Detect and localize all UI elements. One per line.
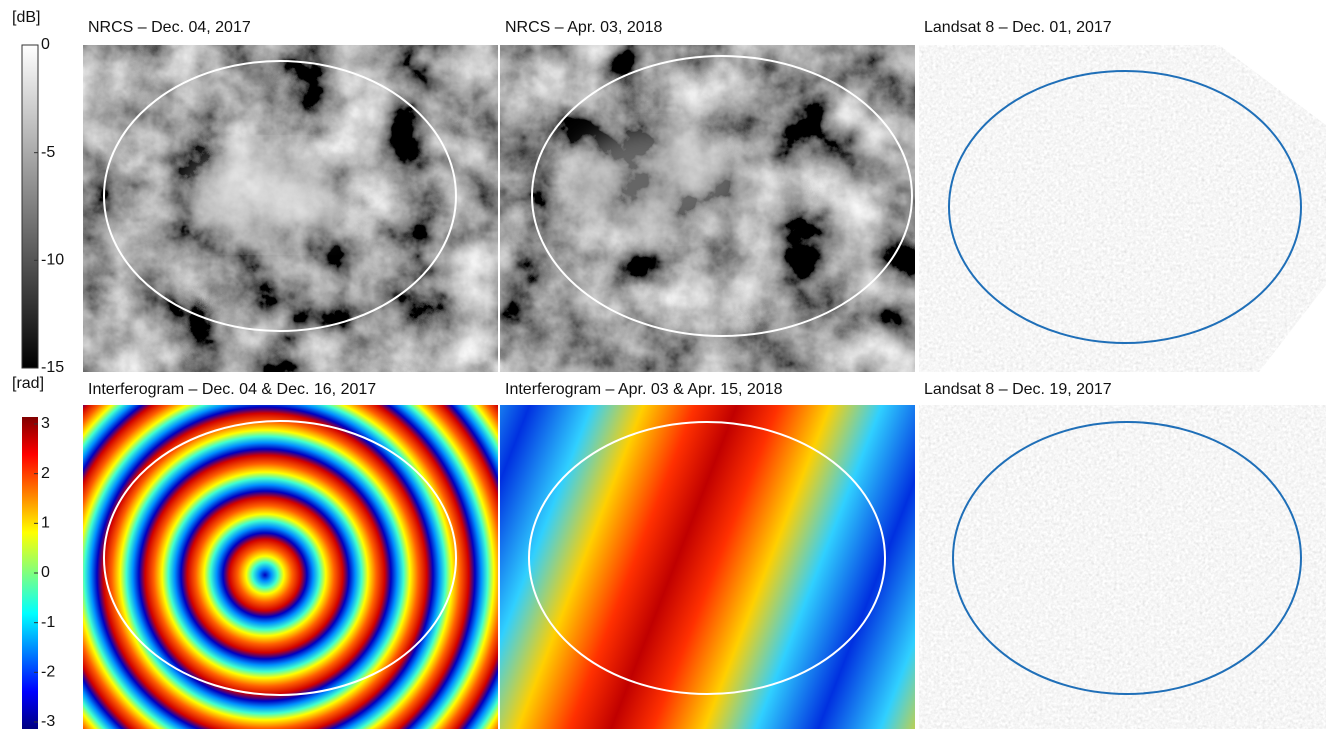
tick-label: 3	[41, 415, 50, 432]
tick-label: -3	[41, 713, 55, 729]
panel-title: Interferogram – Dec. 04 & Dec. 16, 2017	[88, 381, 376, 398]
panel-title: NRCS – Apr. 03, 2018	[505, 19, 663, 36]
tick-label: -15	[41, 359, 64, 376]
tick-label: 0	[41, 36, 50, 53]
interferogram	[500, 405, 915, 729]
optical-image	[919, 45, 1326, 372]
tick-label: -5	[41, 144, 55, 161]
colorbar-unit: [rad]	[12, 375, 44, 392]
tick-label: 1	[41, 515, 50, 532]
figure: [dB] [rad] NRCS – Dec. 04, 2017 NRCS – A…	[0, 0, 1326, 729]
tick-label: 0	[41, 564, 50, 581]
optical-image	[919, 405, 1326, 729]
panel-title: Landsat 8 – Dec. 01, 2017	[924, 19, 1112, 36]
colorbar-unit: [dB]	[12, 9, 40, 26]
panel-title: Interferogram – Apr. 03 & Apr. 15, 2018	[505, 381, 783, 398]
bright-feature	[185, 145, 345, 245]
bright-feature	[570, 125, 750, 235]
tick-label: -1	[41, 614, 55, 631]
tick-label: -2	[41, 664, 55, 681]
interferogram	[83, 405, 498, 729]
tick-label: -10	[41, 252, 64, 269]
tick-label: 2	[41, 465, 50, 482]
panel-title: NRCS – Dec. 04, 2017	[88, 19, 251, 36]
colorbar	[22, 45, 38, 368]
panel-title: Landsat 8 – Dec. 19, 2017	[924, 381, 1112, 398]
